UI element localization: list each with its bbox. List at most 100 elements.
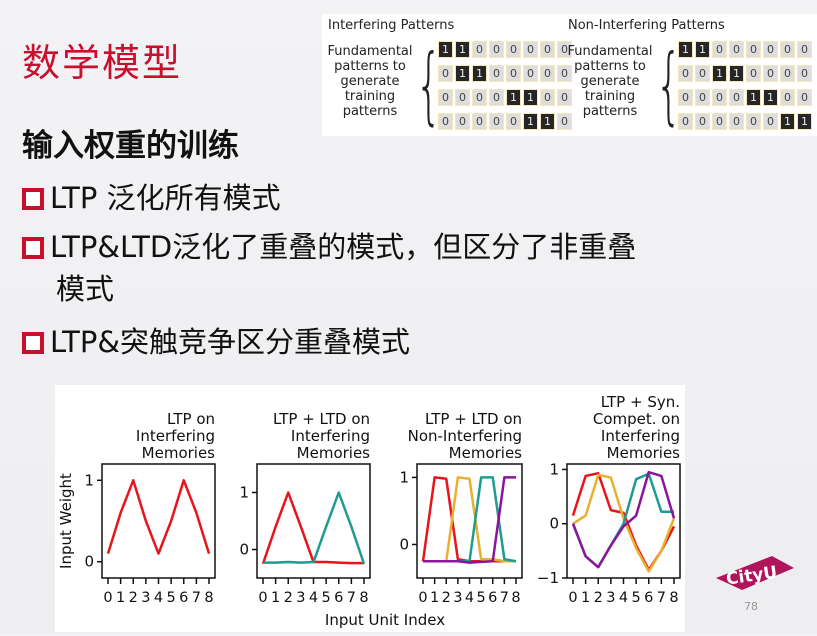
- pattern-cell: 0: [746, 65, 761, 82]
- pattern-cell: 0: [763, 41, 778, 58]
- slide-subtitle: 输入权重的训练: [22, 128, 239, 164]
- pattern-cell: 0: [540, 65, 555, 82]
- bullet-3: LTP&突触竞争区分重叠模式: [22, 320, 410, 364]
- pattern-cell: 0: [506, 65, 521, 82]
- pattern-group-title: Non-Interfering Patterns: [568, 18, 725, 33]
- pattern-cell: 0: [506, 113, 521, 130]
- x-tick-label: 5: [167, 590, 176, 606]
- pattern-cell: 0: [695, 65, 710, 82]
- series-line-red: [261, 491, 364, 565]
- y-tick-label: 0: [84, 553, 94, 571]
- pattern-cell: 1: [455, 41, 470, 58]
- pattern-cell: 0: [797, 89, 812, 106]
- pattern-cell: 0: [472, 41, 487, 58]
- pattern-cell: 1: [472, 65, 487, 82]
- pattern-cell: 0: [455, 113, 470, 130]
- pattern-label: Fundamental patterns to generate training pa…: [327, 44, 413, 119]
- pattern-cell: 0: [712, 113, 727, 130]
- panel-title: Interfering: [136, 427, 215, 445]
- x-tick-label: 1: [430, 590, 439, 606]
- panel-title: Memories: [449, 444, 523, 462]
- pattern-cell: 0: [489, 89, 504, 106]
- svg-text:CityU: CityU: [725, 563, 779, 590]
- panel-title: Memories: [297, 444, 371, 462]
- pattern-cell: 0: [557, 65, 572, 82]
- weight-charts: LTP on Interfering Memories 0 1 0 1 2 3 4 5 6 7 8 LTP …: [55, 385, 685, 632]
- x-tick-label: 0: [103, 590, 112, 606]
- pattern-cell: 0: [489, 113, 504, 130]
- pattern-cell: 1: [797, 113, 812, 130]
- x-tick-label: 0: [418, 590, 427, 606]
- y-tick-label: 1: [399, 468, 409, 486]
- pattern-cell: 1: [438, 41, 453, 58]
- brace-icon: {: [415, 36, 443, 134]
- pattern-cell: 0: [763, 65, 778, 82]
- bullet-text: LTP&突触竞争区分重叠模式: [50, 325, 410, 359]
- pattern-group-title: Interfering Patterns: [328, 18, 455, 33]
- x-tick-label: 2: [442, 590, 451, 606]
- pattern-cell: 0: [506, 41, 521, 58]
- x-tick-label: 8: [511, 590, 520, 606]
- x-tick-label: 1: [271, 590, 280, 606]
- x-tick-label: 5: [322, 590, 331, 606]
- x-tick-label: 2: [129, 590, 138, 606]
- bullet-square-icon: [22, 332, 44, 354]
- x-tick-label: 8: [204, 590, 213, 606]
- pattern-cell: 0: [438, 89, 453, 106]
- bullet-square-icon: [22, 188, 44, 210]
- pattern-cell: 0: [695, 113, 710, 130]
- series-line-teal: [263, 491, 366, 565]
- x-tick-label: 6: [488, 590, 497, 606]
- y-tick-label: 1: [239, 484, 249, 502]
- x-tick-label: 7: [347, 590, 356, 606]
- x-tick-label: 7: [657, 590, 666, 606]
- x-tick-label: 7: [192, 590, 201, 606]
- pattern-cell: 0: [472, 89, 487, 106]
- x-tick-label: 8: [669, 590, 678, 606]
- panel-title: Interfering: [291, 427, 370, 445]
- pattern-cell: 0: [746, 113, 761, 130]
- y-tick-label: 0: [399, 535, 409, 553]
- x-axis-label: Input Unit Index: [325, 611, 445, 629]
- pattern-cell: 0: [780, 65, 795, 82]
- pattern-cell: 1: [780, 113, 795, 130]
- pattern-cell: 0: [557, 89, 572, 106]
- panel-title: Memories: [142, 444, 216, 462]
- pattern-cell: 1: [763, 89, 778, 106]
- panel-title: LTP + LTD on: [273, 410, 370, 428]
- x-tick-label: 2: [284, 590, 293, 606]
- pattern-cell: 1: [523, 89, 538, 106]
- pattern-cell: 0: [455, 89, 470, 106]
- pattern-cell: 1: [729, 65, 744, 82]
- pattern-cell: 0: [557, 41, 572, 58]
- pattern-cell: 0: [557, 113, 572, 130]
- pattern-cell: 0: [472, 113, 487, 130]
- pattern-cell: 0: [489, 41, 504, 58]
- pattern-cell: 0: [523, 65, 538, 82]
- series-line-yellow: [572, 473, 676, 573]
- bullet-text: LTP 泛化所有模式: [50, 181, 281, 215]
- bullet-2-continued: 模式: [56, 272, 115, 306]
- x-tick-label: 4: [465, 590, 474, 606]
- series-line-red: [106, 479, 211, 555]
- y-tick-label: 1: [549, 460, 559, 478]
- pattern-cell: 1: [746, 89, 761, 106]
- pattern-cell: 0: [438, 113, 453, 130]
- x-tick-label: 4: [619, 590, 628, 606]
- pattern-cell: 0: [540, 41, 555, 58]
- pattern-cell: 0: [678, 113, 693, 130]
- y-tick-label: 1: [84, 471, 94, 489]
- pattern-cell: 0: [797, 65, 812, 82]
- pattern-cell: 0: [780, 41, 795, 58]
- pattern-cell: 0: [780, 89, 795, 106]
- pattern-cell: 0: [540, 89, 555, 106]
- pattern-cell: 0: [763, 113, 778, 130]
- y-tick-label: 0: [549, 515, 559, 533]
- pattern-cell: 0: [729, 89, 744, 106]
